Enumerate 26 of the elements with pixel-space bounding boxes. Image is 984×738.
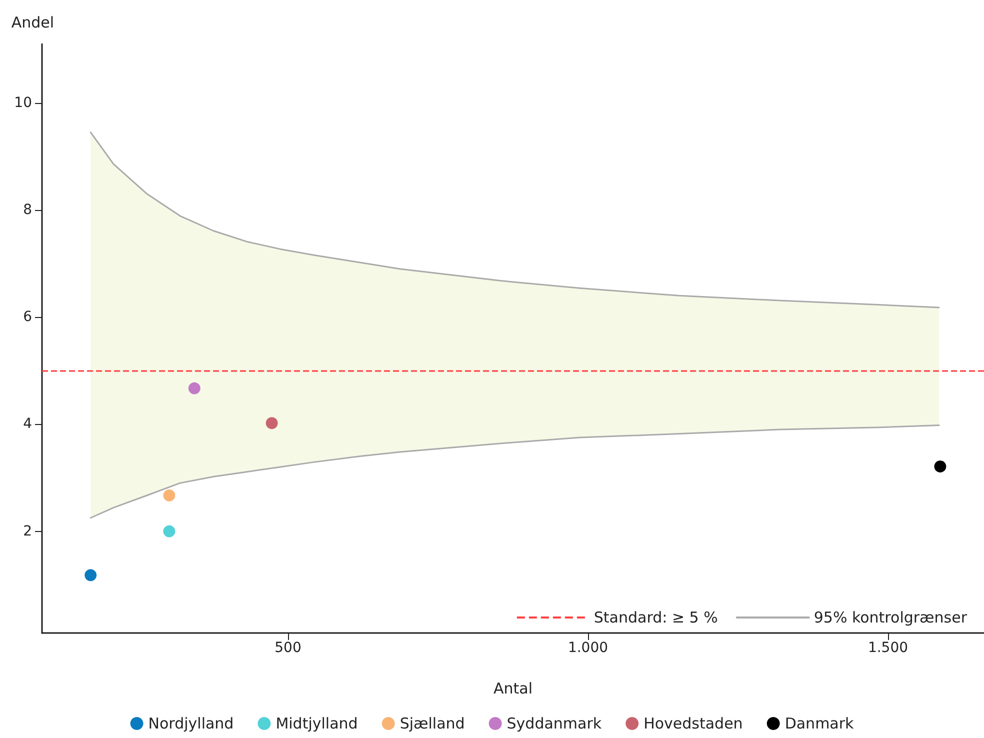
point <box>188 382 200 394</box>
x-tick-label: 1.000 <box>568 640 608 656</box>
legend-label: Standard: ≥ 5 % <box>594 608 718 626</box>
line-series <box>90 424 940 519</box>
y-tick-label: 2 <box>23 523 32 540</box>
x-axis-title: Antal <box>493 680 533 698</box>
line-series <box>90 132 940 308</box>
y-tick-label: 4 <box>23 416 32 432</box>
x-tick-label: 500 <box>274 640 302 656</box>
y-axis-title: Andel <box>11 14 54 32</box>
point <box>163 525 176 538</box>
legend-label: Hovedstaden <box>644 714 743 732</box>
y-tick-label: 10 <box>14 94 32 111</box>
point <box>163 489 176 502</box>
point <box>934 460 946 472</box>
y-tick-label: 6 <box>23 309 32 326</box>
legend-label: Syddanmark <box>506 714 602 732</box>
legend-label: Midtjylland <box>276 714 358 732</box>
y-tick-label: 8 <box>23 202 32 218</box>
legend-label: Nordjylland <box>148 714 234 732</box>
point <box>84 569 97 582</box>
legend-label: Sjælland <box>400 714 465 732</box>
point <box>266 417 278 430</box>
x-tick-label: 1.500 <box>868 640 908 656</box>
legend-label: 95% kontrolgrænser <box>814 608 968 626</box>
legend-label: Danmark <box>784 714 854 732</box>
